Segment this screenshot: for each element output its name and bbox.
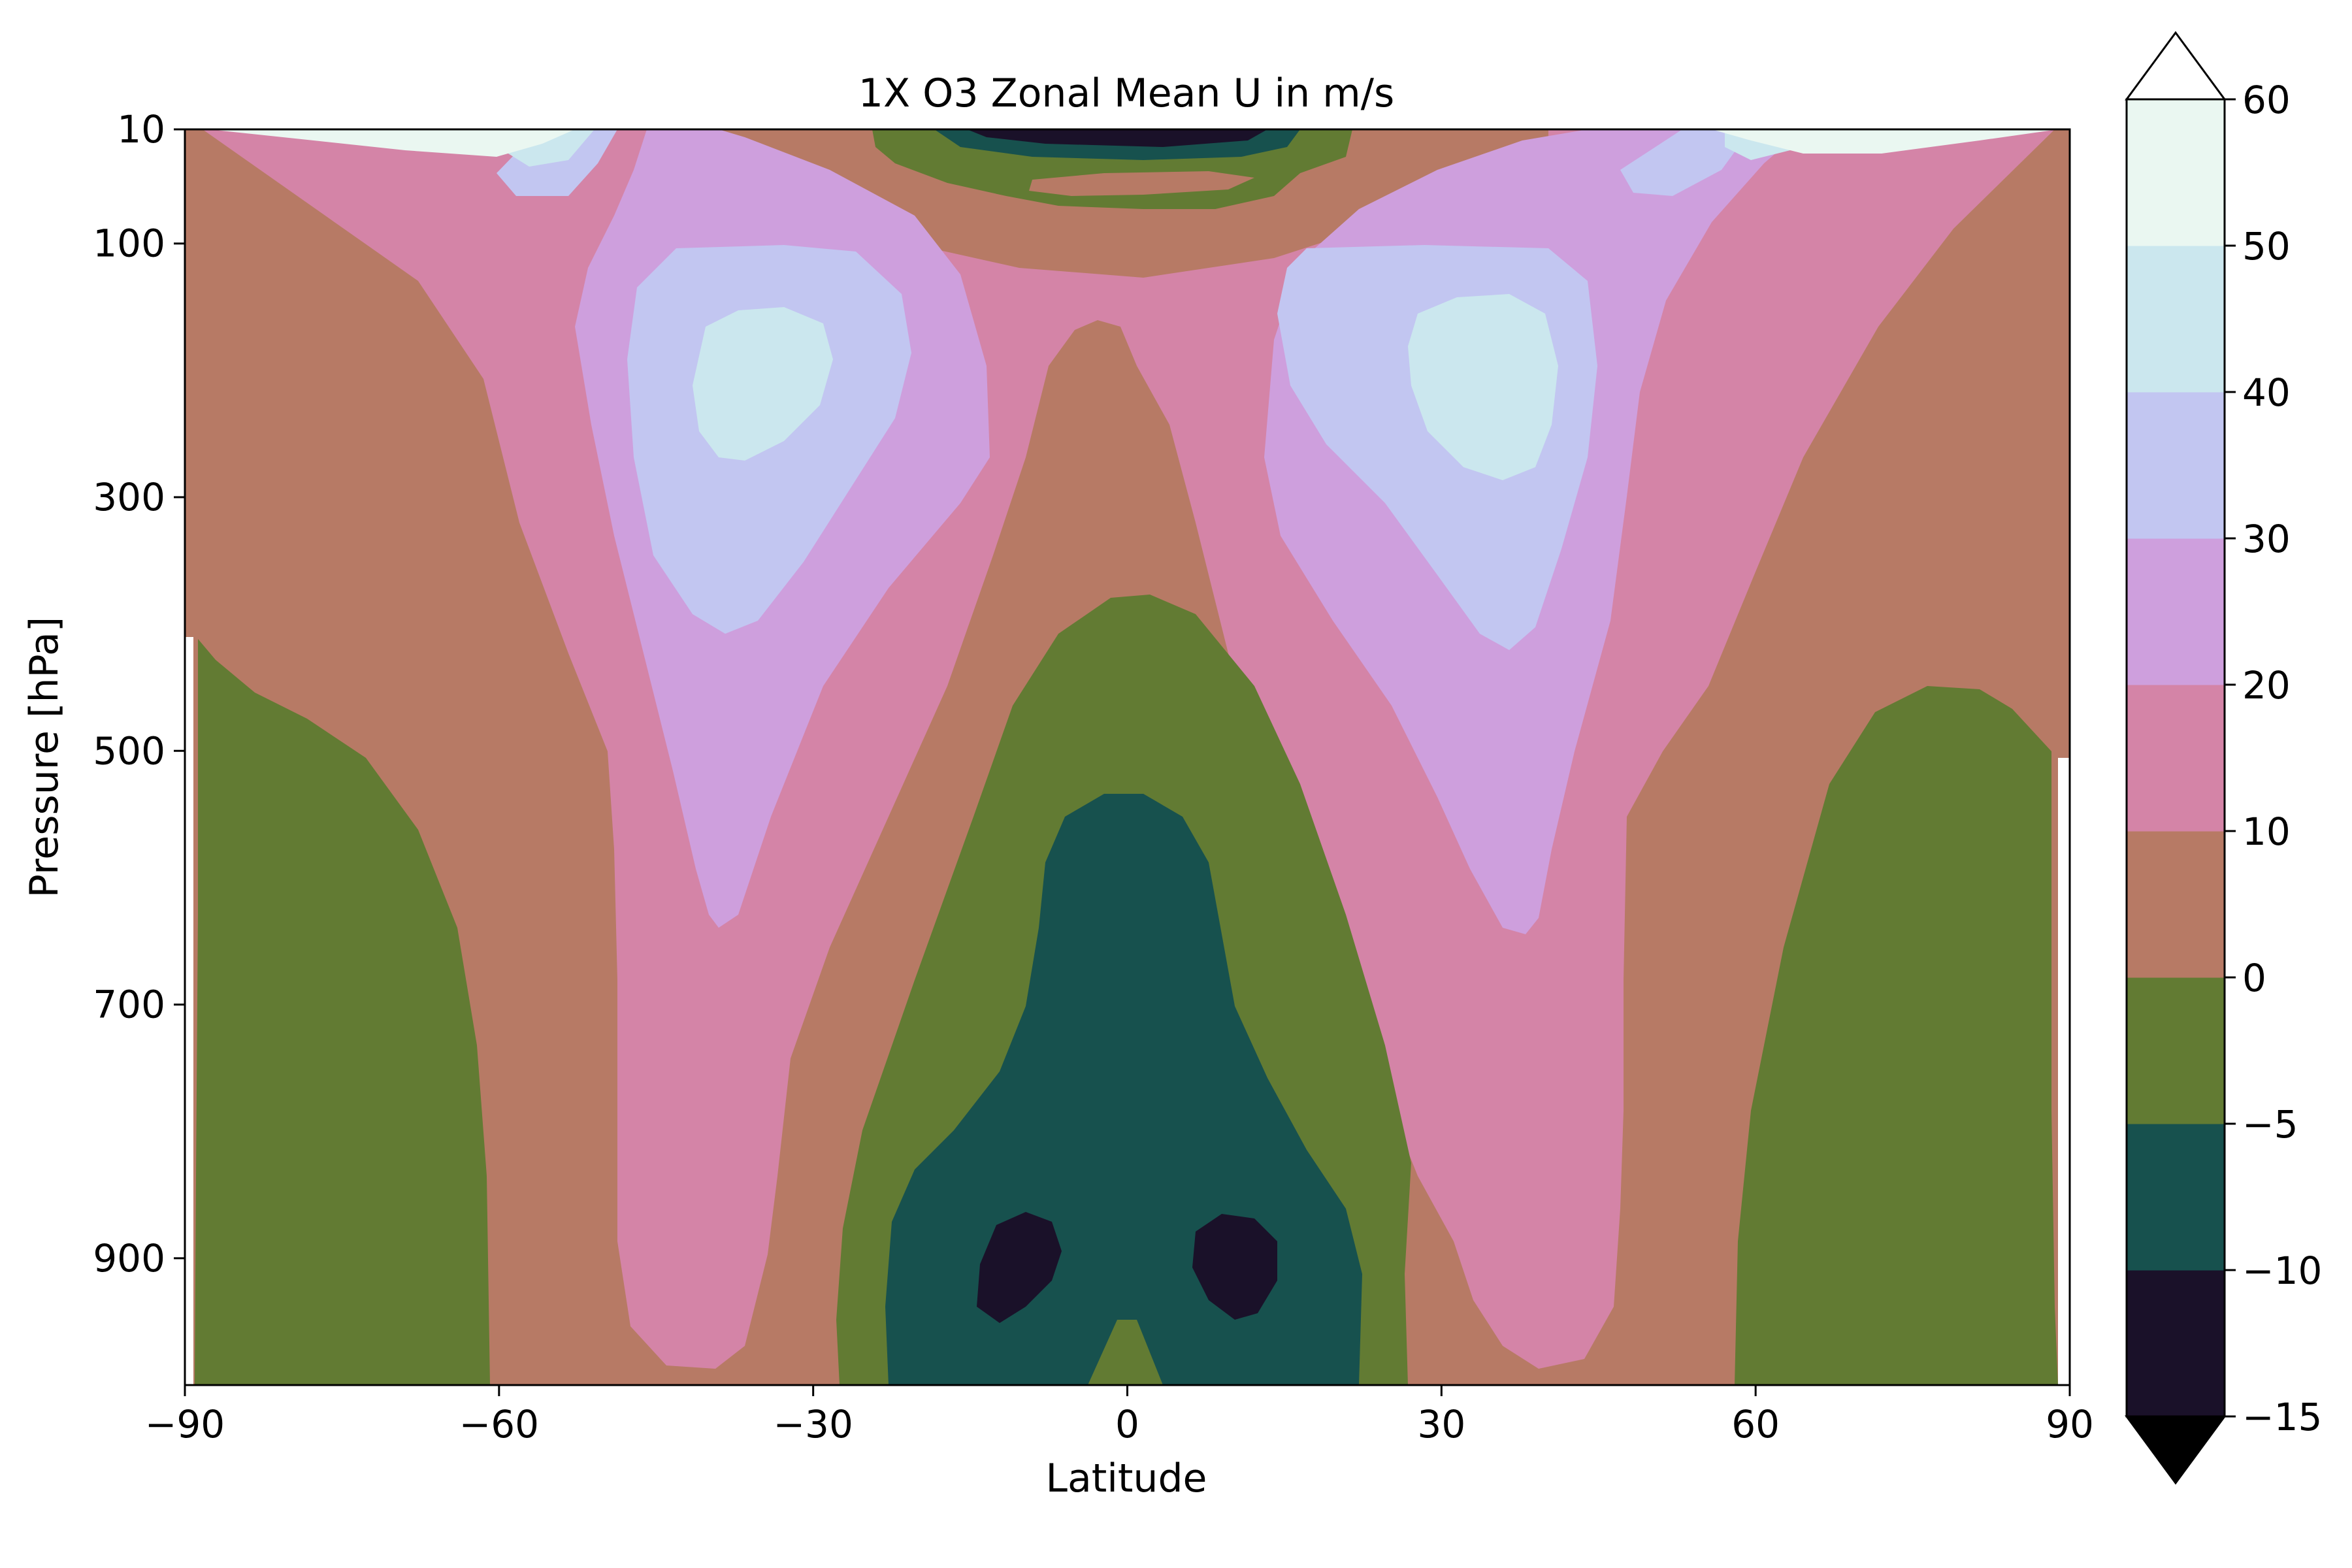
colorbar-tick-label: −15	[2242, 1395, 2322, 1439]
x-tick-label: 0	[1115, 1402, 1139, 1446]
band-50-60-north	[1712, 129, 2058, 154]
y-tick-label: 100	[93, 221, 165, 266]
band-50-60-south	[209, 129, 575, 157]
colorbar-band	[2127, 99, 2225, 246]
colorbar-tick-label: 10	[2242, 809, 2291, 854]
y-tick-label: 900	[93, 1236, 165, 1281]
band-neg15-neg10-core-south	[977, 1212, 1062, 1323]
x-axis: −90 −60 −30 0 30 60 90 Latitude	[145, 1385, 2094, 1501]
colorbar: −15 −10 −5 0 10 20 30 40 50 60	[2125, 31, 2322, 1485]
colorbar-band	[2127, 1270, 2225, 1417]
colorbar-frame	[2125, 98, 2226, 1418]
colorbar-band	[2127, 831, 2225, 978]
colorbar-band	[2127, 1124, 2225, 1271]
colorbar-extend-under	[2125, 1415, 2227, 1485]
y-tick-label: 700	[93, 983, 165, 1027]
band-neg15-neg10-strat	[967, 129, 1267, 147]
y-axis: 10 100 300 500 700 900 Pressure [hPa]	[22, 107, 185, 1281]
y-tick-label: 10	[117, 107, 165, 152]
band-neg5-0-south-polar	[195, 639, 490, 1385]
colorbar-tick-label: 40	[2242, 370, 2291, 415]
colorbar-tick-label: −10	[2242, 1249, 2322, 1293]
x-tick-label: 30	[1417, 1402, 1465, 1446]
colorbar-tick-label: 50	[2242, 224, 2291, 269]
x-tick-label: 60	[1731, 1402, 1780, 1446]
no-data-north-edge	[2058, 758, 2070, 1385]
colorbar-band	[2127, 538, 2225, 685]
band-neg5-0-north-polar	[1735, 686, 2058, 1385]
no-data-south-edge	[185, 637, 193, 1385]
x-axis-label: Latitude	[1046, 1456, 1207, 1501]
plot-area	[185, 129, 2070, 1385]
y-axis-label: Pressure [hPa]	[22, 617, 67, 898]
colorbar-band	[2127, 246, 2225, 393]
x-tick-label: −60	[459, 1402, 539, 1446]
colorbar-band	[2127, 392, 2225, 539]
x-tick-label: 90	[2046, 1402, 2094, 1446]
colorbar-tick-label: 60	[2242, 78, 2291, 122]
y-tick-label: 500	[93, 728, 165, 773]
x-tick-label: −30	[773, 1402, 853, 1446]
band-30-40-north-upper	[1620, 129, 1751, 196]
colorbar-tick-label: −5	[2242, 1102, 2298, 1147]
colorbar-band	[2127, 685, 2225, 832]
colorbar-band	[2127, 977, 2225, 1124]
band-40-50-jet-south	[693, 307, 833, 461]
band-neg15-neg10-core-north	[1192, 1214, 1277, 1320]
y-tick-label: 300	[93, 475, 165, 519]
colorbar-extend-over	[2125, 31, 2227, 101]
chart-title: 1X O3 Zonal Mean U in m/s	[858, 71, 1394, 116]
colorbar-tick-label: 20	[2242, 663, 2291, 708]
band-0-10-strat-inner	[1029, 171, 1254, 196]
colorbar-tick-label: 30	[2242, 517, 2291, 561]
band-40-50-jet-north	[1408, 294, 1558, 480]
colorbar-tick-label: 0	[2242, 956, 2266, 1000]
x-tick-label: −90	[145, 1402, 225, 1446]
